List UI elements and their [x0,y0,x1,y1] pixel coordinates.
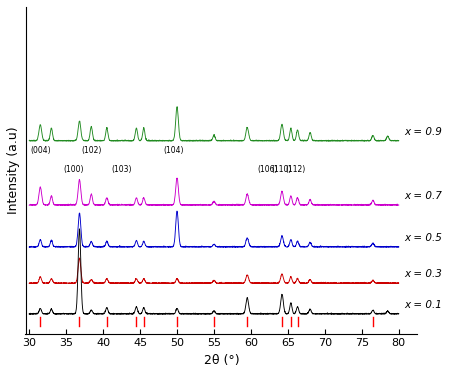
Text: (004): (004) [30,146,51,155]
Y-axis label: Intensity (a.u): Intensity (a.u) [7,126,20,214]
Text: (104): (104) [163,146,183,155]
Text: (110): (110) [272,165,292,175]
X-axis label: 2θ (°): 2θ (°) [203,354,239,367]
Text: (102): (102) [82,146,102,155]
Text: x = 0.7: x = 0.7 [405,191,443,201]
Text: x = 0.9: x = 0.9 [405,126,443,137]
Text: x = 0.5: x = 0.5 [405,233,443,243]
Text: (112): (112) [285,165,305,175]
Text: x = 0.1: x = 0.1 [405,300,443,310]
Text: (100): (100) [64,165,84,175]
Text: (103): (103) [111,165,132,175]
Text: (106): (106) [258,165,278,175]
Text: x = 0.3: x = 0.3 [405,269,443,279]
